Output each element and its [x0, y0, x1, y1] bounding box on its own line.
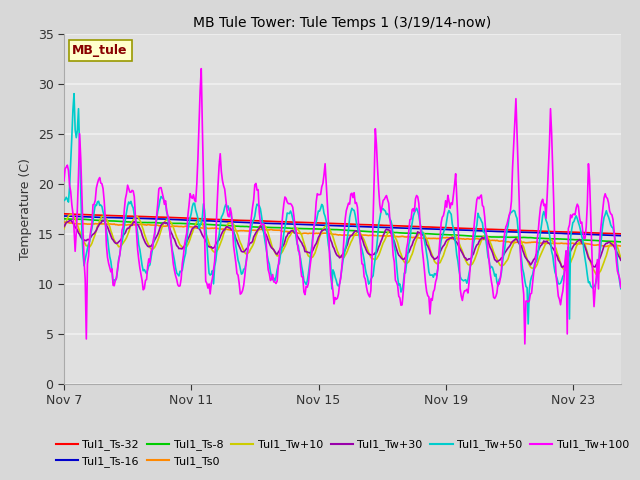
- Tul1_Ts0: [602, 244, 609, 250]
- Tul1_Ts-32: [60, 211, 68, 216]
- Tul1_Ts-16: [324, 223, 332, 228]
- Tul1_Ts-32: [324, 220, 332, 226]
- Tul1_Tw+10: [362, 244, 370, 250]
- Tul1_Tw+10: [60, 226, 68, 232]
- Tul1_Ts-8: [604, 239, 611, 244]
- Tul1_Tw+100: [326, 253, 333, 259]
- Tul1_Tw+10: [518, 239, 525, 245]
- Tul1_Tw+10: [393, 237, 401, 243]
- Tul1_Tw+50: [362, 271, 370, 277]
- Tul1_Tw+50: [70, 91, 78, 96]
- Tul1_Tw+50: [524, 321, 532, 327]
- Tul1_Ts-16: [328, 223, 335, 228]
- Line: Tul1_Tw+10: Tul1_Tw+10: [64, 215, 621, 275]
- Tul1_Tw+100: [606, 208, 614, 214]
- Tul1_Tw+10: [68, 212, 76, 217]
- Tul1_Ts0: [362, 232, 370, 238]
- Line: Tul1_Tw+50: Tul1_Tw+50: [64, 94, 621, 324]
- Line: Tul1_Tw+100: Tul1_Tw+100: [64, 69, 621, 344]
- Tul1_Ts-16: [604, 232, 611, 238]
- Tul1_Ts0: [606, 243, 614, 249]
- Tul1_Tw+50: [60, 198, 68, 204]
- Title: MB Tule Tower: Tule Temps 1 (3/19/14-now): MB Tule Tower: Tule Temps 1 (3/19/14-now…: [193, 16, 492, 30]
- Tul1_Ts-8: [516, 235, 524, 240]
- Tul1_Tw+50: [617, 286, 625, 292]
- Line: Tul1_Ts-8: Tul1_Ts-8: [64, 219, 621, 242]
- Line: Tul1_Ts-16: Tul1_Ts-16: [64, 216, 621, 236]
- Tul1_Ts-32: [604, 230, 611, 236]
- Tul1_Tw+30: [559, 264, 566, 270]
- Tul1_Ts-32: [516, 228, 524, 233]
- Text: MB_tule: MB_tule: [72, 44, 128, 57]
- Tul1_Ts-8: [328, 227, 335, 232]
- Tul1_Tw+100: [617, 285, 625, 290]
- Tul1_Ts-8: [60, 216, 68, 222]
- Tul1_Tw+50: [329, 267, 337, 273]
- Tul1_Tw+10: [593, 272, 601, 277]
- Tul1_Tw+50: [518, 256, 525, 262]
- Tul1_Ts-16: [392, 225, 399, 231]
- Tul1_Ts0: [393, 234, 401, 240]
- Line: Tul1_Tw+30: Tul1_Tw+30: [64, 220, 621, 267]
- Tul1_Ts0: [518, 240, 525, 245]
- Tul1_Ts-32: [392, 223, 399, 228]
- Tul1_Ts-32: [328, 220, 335, 226]
- Tul1_Ts0: [326, 231, 333, 237]
- Tul1_Tw+100: [521, 341, 529, 347]
- Tul1_Ts-32: [362, 222, 369, 228]
- Tul1_Ts-32: [617, 231, 625, 237]
- Tul1_Tw+10: [606, 242, 614, 248]
- Tul1_Tw+30: [362, 248, 370, 253]
- Tul1_Ts-8: [324, 227, 332, 232]
- Tul1_Ts-16: [516, 229, 524, 235]
- Tul1_Tw+50: [326, 248, 333, 254]
- Tul1_Tw+10: [326, 227, 333, 232]
- Tul1_Tw+100: [393, 279, 401, 285]
- Tul1_Tw+30: [393, 246, 401, 252]
- Tul1_Tw+100: [197, 66, 205, 72]
- Tul1_Tw+50: [606, 218, 614, 224]
- Tul1_Tw+30: [617, 257, 625, 263]
- Tul1_Tw+10: [617, 254, 625, 260]
- Tul1_Ts-16: [362, 224, 369, 229]
- Tul1_Tw+100: [60, 178, 68, 184]
- Line: Tul1_Ts0: Tul1_Ts0: [64, 222, 621, 247]
- Tul1_Ts0: [329, 231, 337, 237]
- Tul1_Tw+30: [326, 233, 333, 239]
- Tul1_Ts0: [617, 243, 625, 249]
- Tul1_Tw+30: [518, 243, 525, 249]
- Tul1_Tw+30: [60, 224, 68, 229]
- Legend: Tul1_Ts-32, Tul1_Ts-16, Tul1_Ts-8, Tul1_Ts0, Tul1_Tw+10, Tul1_Tw+30, Tul1_Tw+50,: Tul1_Ts-32, Tul1_Ts-16, Tul1_Ts-8, Tul1_…: [51, 435, 634, 471]
- Tul1_Ts-16: [617, 233, 625, 239]
- Tul1_Tw+30: [606, 240, 614, 245]
- Tul1_Ts-16: [60, 213, 68, 219]
- Tul1_Ts-8: [362, 228, 369, 234]
- Tul1_Ts0: [61, 219, 69, 225]
- Tul1_Tw+30: [99, 217, 107, 223]
- Line: Tul1_Ts-32: Tul1_Ts-32: [64, 214, 621, 234]
- Tul1_Ts-8: [392, 230, 399, 236]
- Tul1_Ts-8: [617, 239, 625, 245]
- Tul1_Tw+100: [329, 288, 337, 293]
- Y-axis label: Temperature (C): Temperature (C): [19, 158, 32, 260]
- Tul1_Tw+100: [518, 268, 525, 274]
- Tul1_Ts0: [60, 219, 68, 225]
- Tul1_Tw+50: [393, 262, 401, 267]
- Tul1_Tw+30: [329, 244, 337, 250]
- Tul1_Tw+10: [329, 234, 337, 240]
- Tul1_Tw+100: [362, 284, 370, 289]
